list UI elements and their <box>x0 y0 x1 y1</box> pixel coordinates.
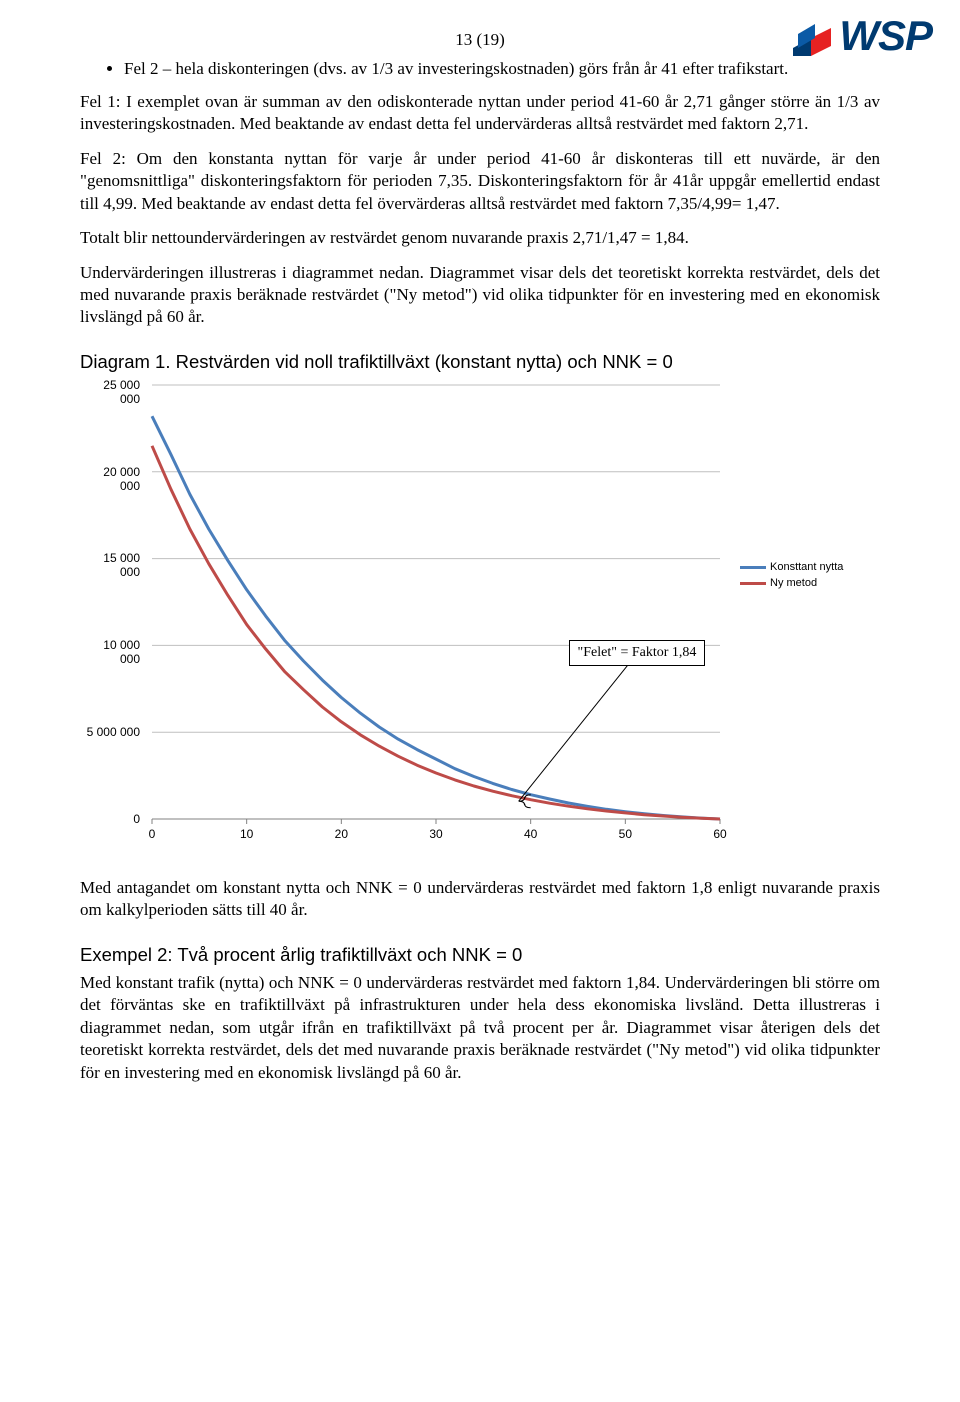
wsp-logo: WSP <box>793 12 932 60</box>
x-tick-label: 40 <box>516 827 546 841</box>
x-tick-label: 0 <box>137 827 167 841</box>
annotation-box: "Felet" = Faktor 1,84 <box>569 640 706 666</box>
bullet-item: Fel 2 – hela diskonteringen (dvs. av 1/3… <box>124 58 880 81</box>
bullet-list: Fel 2 – hela diskonteringen (dvs. av 1/3… <box>80 58 880 81</box>
example2-heading: Exempel 2: Två procent årlig trafiktillv… <box>80 944 880 966</box>
y-tick-label: 15 000 000 <box>80 551 140 579</box>
chart-svg <box>80 379 880 859</box>
wsp-logo-mark <box>793 16 833 56</box>
paragraph-2: Fel 2: Om den konstanta nyttan för varje… <box>80 148 880 215</box>
legend-item: Konsttant nytta <box>740 561 843 573</box>
diagram1-chart: 0 5 000 000 10 000 000 15 000 000 20 000 000… <box>80 379 880 859</box>
paragraph-1: Fel 1: I exemplet ovan är summan av den … <box>80 91 880 136</box>
paragraph-4: Undervärderingen illustreras i diagramme… <box>80 262 880 329</box>
wsp-logo-text: WSP <box>839 12 932 60</box>
diagram1-title: Diagram 1. Restvärden vid noll trafiktil… <box>80 351 880 373</box>
page-number: 13 (19) <box>80 30 880 50</box>
x-tick-label: 50 <box>610 827 640 841</box>
paragraph-5: Med antagandet om konstant nytta och NNK… <box>80 877 880 922</box>
paragraph-6: Med konstant trafik (nytta) och NNK = 0 … <box>80 972 880 1084</box>
y-tick-label: 25 000 000 <box>80 378 140 406</box>
y-tick-label: 20 000 000 <box>80 465 140 493</box>
x-tick-label: 10 <box>232 827 262 841</box>
y-tick-label: 0 <box>80 812 140 826</box>
y-tick-label: 10 000 000 <box>80 638 140 666</box>
paragraph-3: Totalt blir nettoundervärderingen av res… <box>80 227 880 249</box>
document-page: 13 (19) WSP Fel 2 – hela diskonteringen … <box>0 0 960 1136</box>
x-tick-label: 20 <box>326 827 356 841</box>
x-tick-label: 60 <box>705 827 735 841</box>
legend-item: Ny metod <box>740 577 817 589</box>
y-tick-label: 5 000 000 <box>80 725 140 739</box>
x-tick-label: 30 <box>421 827 451 841</box>
